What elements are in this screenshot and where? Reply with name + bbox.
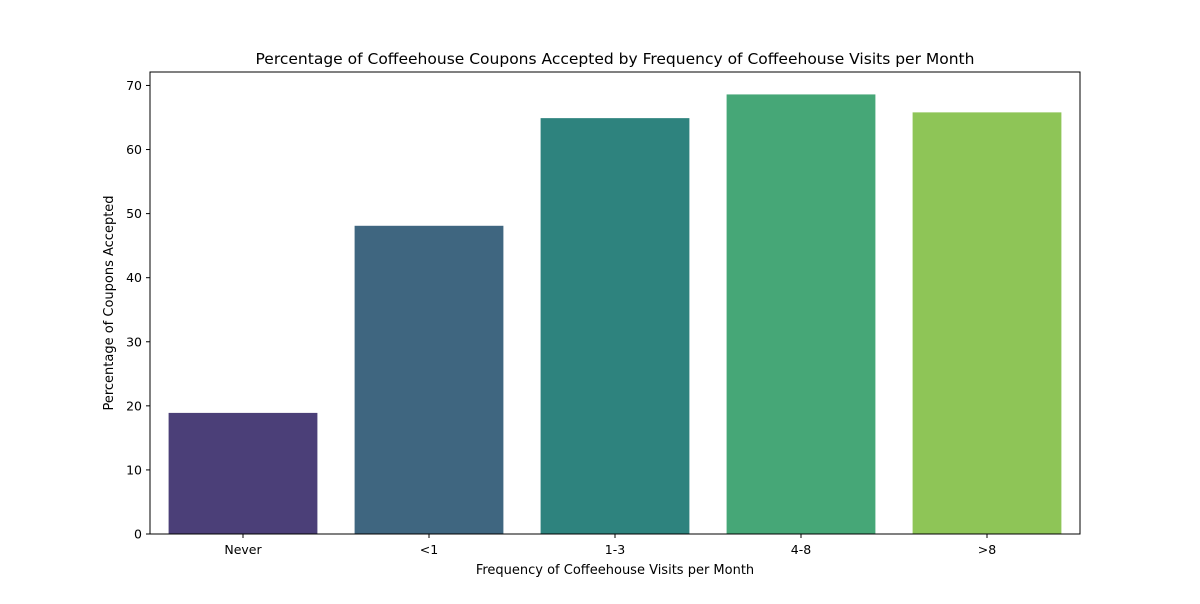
y-tick-label-5: 50 [126, 206, 142, 221]
chart-title: Percentage of Coffeehouse Coupons Accept… [256, 50, 975, 68]
y-tick-label-6: 60 [126, 142, 142, 157]
bar-0 [168, 412, 318, 534]
x-tick-label-4: >8 [978, 542, 996, 557]
bars-layer [168, 94, 1062, 535]
y-tick-label-4: 40 [126, 270, 142, 285]
x-tick-label-2: 1-3 [605, 542, 625, 557]
y-axis: 0 10 20 30 40 50 60 70 [126, 78, 150, 542]
y-tick-label-1: 10 [126, 462, 142, 477]
bar-1 [354, 225, 504, 534]
bar-3 [726, 94, 876, 534]
x-axis-label: Frequency of Coffeehouse Visits per Mont… [476, 563, 754, 578]
y-axis-label: Percentage of Coupons Accepted [102, 195, 117, 410]
x-tick-label-0: Never [224, 542, 262, 557]
x-tick-label-1: <1 [420, 542, 438, 557]
x-axis: Never <1 1-3 4-8 >8 [224, 534, 996, 557]
bar-4 [912, 112, 1062, 535]
y-tick-label-7: 70 [126, 78, 142, 93]
x-tick-label-3: 4-8 [791, 542, 811, 557]
y-tick-label-3: 30 [126, 334, 142, 349]
y-tick-label-0: 0 [134, 527, 142, 542]
bar-2 [540, 118, 690, 534]
y-tick-label-2: 20 [126, 398, 142, 413]
